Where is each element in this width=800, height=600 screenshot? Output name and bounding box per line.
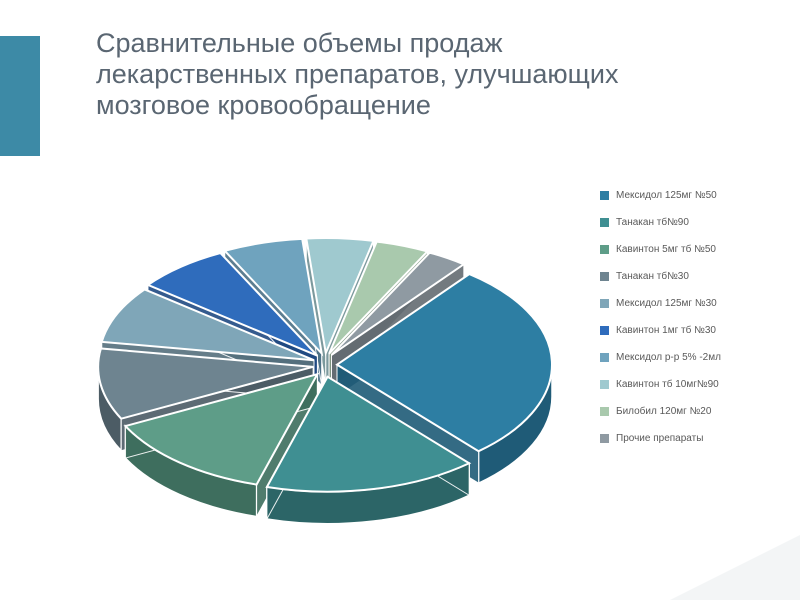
legend-swatch [600,272,609,281]
legend-label: Кавинтон тб 10мг№90 [616,379,719,390]
accent-bar [0,36,40,156]
legend-item: Кавинтон 5мг тб №50 [600,244,770,255]
legend-swatch [600,299,609,308]
legend-item: Мексидол 125мг №50 [600,190,770,201]
page-title: Сравнительные объемы продаж лекарственны… [96,28,696,121]
legend-item: Танакан тб№90 [600,217,770,228]
legend-swatch [600,353,609,362]
legend-item: Кавинтон тб 10мг№90 [600,379,770,390]
legend-item: Танакан тб№30 [600,271,770,282]
legend-swatch [600,326,609,335]
legend-label: Танакан тб№30 [616,271,689,282]
legend-swatch [600,245,609,254]
legend-swatch [600,218,609,227]
legend-swatch [600,380,609,389]
legend-item: Прочие препараты [600,433,770,444]
legend-item: Мексидол р-р 5% -2мл [600,352,770,363]
legend-label: Мексидол 125мг №30 [616,298,717,309]
legend-label: Танакан тб№90 [616,217,689,228]
legend: Мексидол 125мг №50 Танакан тб№90 Кавинтон … [600,190,770,460]
legend-item: Мексидол 125мг №30 [600,298,770,309]
legend-item: Кавинтон 1мг тб №30 [600,325,770,336]
legend-label: Мексидол 125мг №50 [616,190,717,201]
legend-label: Билобил 120мг №20 [616,406,711,417]
legend-swatch [600,191,609,200]
corner-decoration [670,535,800,600]
legend-label: Кавинтон 5мг тб №50 [616,244,716,255]
legend-item: Билобил 120мг №20 [600,406,770,417]
legend-swatch [600,407,609,416]
legend-swatch [600,434,609,443]
legend-label: Кавинтон 1мг тб №30 [616,325,716,336]
legend-label: Прочие препараты [616,433,703,444]
legend-label: Мексидол р-р 5% -2мл [616,352,721,363]
pie-chart [60,190,580,560]
